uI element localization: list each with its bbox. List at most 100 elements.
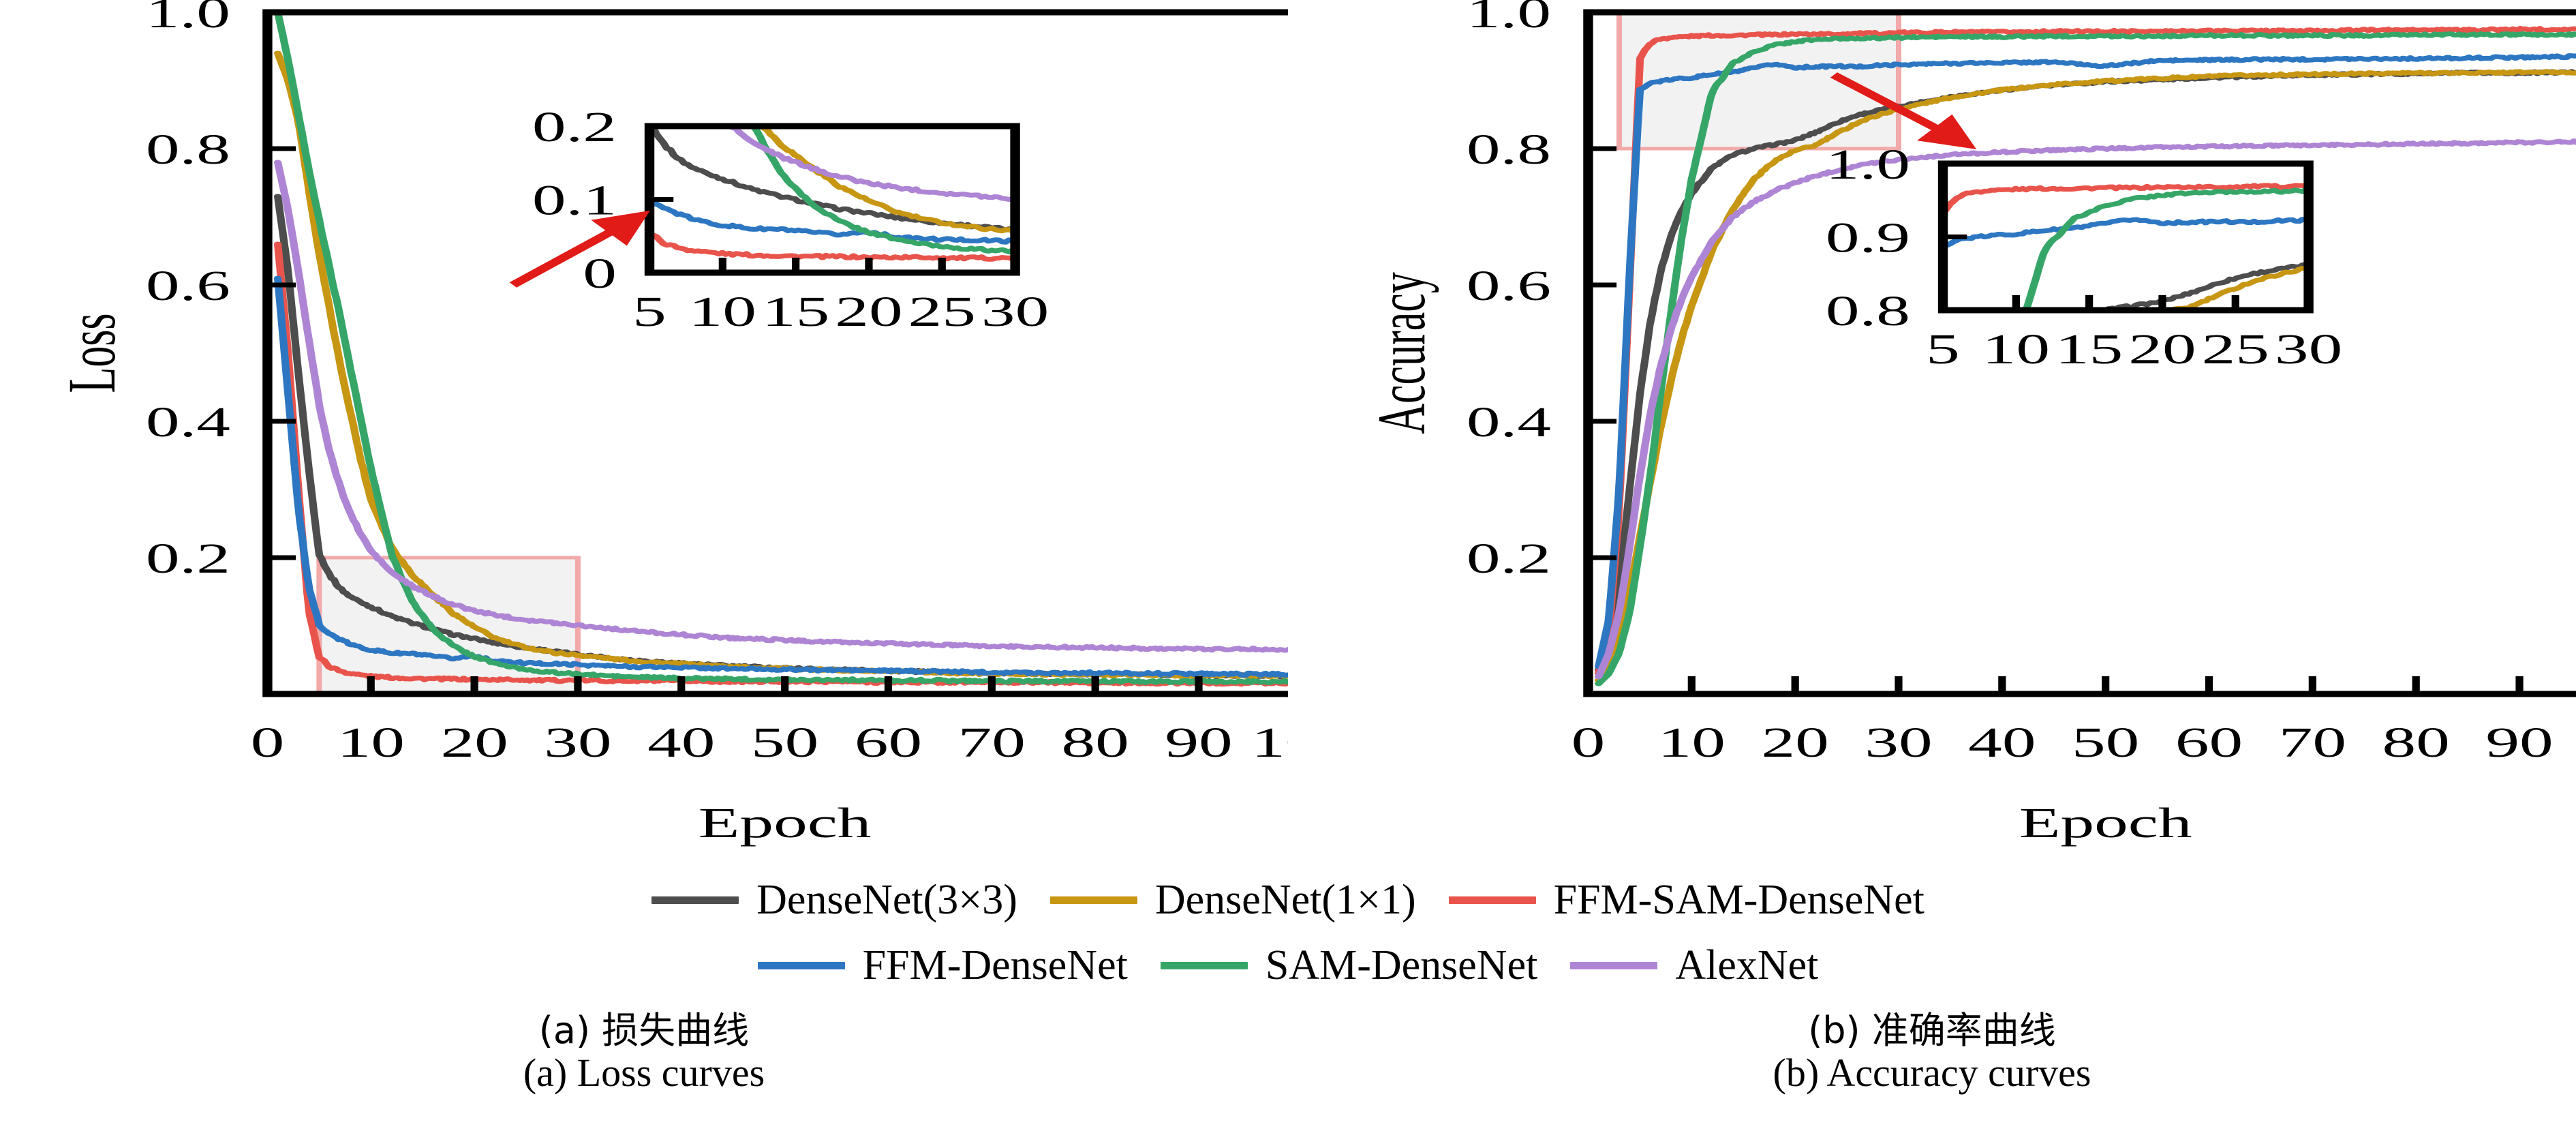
inset-x-tick-label: 20 <box>2128 326 2196 373</box>
legend-row-1: DenseNet(3×3) DenseNet(1×1) FFM-SAM-DenseN… <box>0 867 2576 933</box>
inset-curves <box>1943 182 2309 310</box>
inset-axes-frame <box>1937 160 2314 314</box>
inset-y-tick-label: 1.0 <box>1826 141 1910 188</box>
y-axis-title: Accuracy <box>1364 272 1439 434</box>
inset-x-tick-label: 5 <box>632 288 666 335</box>
inset-series-line-alexnet <box>726 126 1015 202</box>
panel-loss-curves: 01020304050607080901000.20.40.60.81.0Epo… <box>0 0 1288 866</box>
caption-accuracy-en: (b) Accuracy curves <box>1773 1051 2091 1096</box>
x-tick-label: 90 <box>2485 719 2553 766</box>
zoom-callout-arrow <box>1830 72 1977 149</box>
inset-y-tick-label: 0.2 <box>532 104 617 151</box>
x-tick-label: 10 <box>1658 719 1726 766</box>
main-curves <box>1595 26 2576 686</box>
legend-item-densenet-3x3[interactable]: DenseNet(3×3) <box>651 879 1017 921</box>
legend: DenseNet(3×3) DenseNet(1×1) FFM-SAM-DenseN… <box>0 867 2576 1003</box>
main-curves <box>273 12 1288 687</box>
legend-swatch-densenet-1x1 <box>1049 896 1137 904</box>
caption-loss-en: (a) Loss curves <box>523 1051 765 1096</box>
legend-label-densenet-1x1: DenseNet(1×1) <box>1154 877 1416 923</box>
y-tick-label: 0.2 <box>146 535 230 582</box>
inset-series-line-ffm-densenet <box>1943 217 2309 297</box>
x-tick-label: 60 <box>855 719 922 766</box>
x-tick-label: 0 <box>1571 719 1606 766</box>
inset-series-line-ffm-sam-densenet <box>649 220 1015 262</box>
inset-series-line-sam-densenet <box>2022 187 2309 310</box>
panel-accuracy-curves: 0 10 20 30 40 50 60 70 80 90 100 0.2 0.4 0.6 0.8 1.0 Epo… <box>1288 0 2576 866</box>
inset-series-line-sam-densenet <box>749 126 1015 255</box>
y-tick-label: 0.8 <box>1467 126 1551 173</box>
x-tick-label: 90 <box>1165 719 1232 766</box>
x-tick-label: 40 <box>1968 719 2036 766</box>
caption-accuracy: (b) 准确率曲线 (b) Accuracy curves <box>1288 1010 2576 1096</box>
inset-series-line-ffm-sam-densenet <box>1943 182 2309 277</box>
zoom-callout-arrow <box>509 210 650 288</box>
inset-x-tick-label: 30 <box>981 288 1049 335</box>
series-line-alexnet <box>273 160 1288 653</box>
legend-label-sam-densenet: SAM-DenseNet <box>1265 942 1538 988</box>
inset-x-tick-label: 15 <box>762 288 829 335</box>
legend-swatch-ffm-sam-densenet <box>1448 896 1536 904</box>
x-tick-label: 50 <box>2072 719 2139 766</box>
inset-axis-ticks: 5 10 15 20 25 30 0.8 0.9 1.0 <box>1826 141 2342 373</box>
x-tick-label: 80 <box>2382 719 2450 766</box>
caption-accuracy-cn: (b) 准确率曲线 <box>1808 1009 2056 1052</box>
inset-series-line-densenet-1-1 <box>2160 265 2309 310</box>
y-tick-label: 0.8 <box>146 126 230 173</box>
series-line-sam-densenet <box>1595 31 2576 686</box>
x-tick-label: 60 <box>2175 719 2243 766</box>
inset-series-line-densenet-1-1 <box>756 126 1015 234</box>
legend-swatch-alexnet <box>1570 961 1658 969</box>
legend-label-ffm-densenet: FFM-DenseNet <box>862 942 1128 988</box>
caption-loss: (a) 损失曲线 (a) Loss curves <box>0 1010 1288 1096</box>
x-tick-label: 10 <box>337 719 405 766</box>
inset-series-line-densenet-3-3 <box>2094 262 2309 310</box>
series-line-ffm-densenet <box>1595 53 2576 669</box>
legend-item-densenet-1x1[interactable]: DenseNet(1×1) <box>1049 877 1416 923</box>
y-tick-label: 0.4 <box>1467 399 1551 446</box>
captions: (a) 损失曲线 (a) Loss curves (b) 准确率曲线 (b) A… <box>0 1010 2576 1133</box>
x-tick-label: 50 <box>751 719 818 766</box>
x-tick-label: 30 <box>1865 719 1932 766</box>
inset-x-tick-label: 20 <box>835 288 902 335</box>
inset-x-tick-label: 25 <box>908 288 976 335</box>
main-axis-ticks: 01020304050607080901000.20.40.60.81.0 <box>146 0 1288 766</box>
legend-item-ffm-densenet[interactable]: FFM-DenseNet <box>757 942 1128 988</box>
accuracy-chart-svg: 0 10 20 30 40 50 60 70 80 90 100 0.2 0.4 0.6 0.8 1.0 Epo… <box>1364 0 2576 846</box>
legend-item-ffm-sam-densenet[interactable]: FFM-SAM-DenseNet <box>1448 879 1925 921</box>
legend-row-2: FFM-DenseNet SAM-DenseNet AlexNet <box>0 933 2576 998</box>
x-tick-label: 100 <box>2572 719 2576 766</box>
series-line-alexnet <box>1595 138 2576 680</box>
y-tick-label: 0.4 <box>146 399 230 446</box>
inset-y-tick-label: 0.8 <box>1826 288 1910 335</box>
inset-y-tick-label: 0.9 <box>1826 214 1910 261</box>
x-tick-label: 20 <box>440 719 508 766</box>
inset-y-tick-label: 0.1 <box>532 177 617 224</box>
y-tick-label: 0.6 <box>146 262 230 309</box>
x-tick-label: 0 <box>251 719 285 766</box>
y-tick-label: 1.0 <box>1467 0 1551 36</box>
legend-item-alexnet[interactable]: AlexNet <box>1570 944 1818 986</box>
legend-label-alexnet: AlexNet <box>1675 942 1819 988</box>
x-tick-label: 20 <box>1762 719 1829 766</box>
legend-label-densenet-3x3: DenseNet(3×3) <box>756 877 1017 923</box>
legend-item-sam-densenet[interactable]: SAM-DenseNet <box>1160 942 1538 988</box>
y-tick-label: 0.6 <box>1467 262 1551 309</box>
inset-series-line-ffm-densenet <box>649 186 1015 245</box>
main-axis-ticks: 01020304050607080901000.20.40.60.81.0 <box>1467 0 2576 766</box>
legend-swatch-sam-densenet <box>1160 961 1248 969</box>
series-line-sam-densenet <box>273 12 1288 686</box>
legend-swatch-densenet-3x3 <box>651 896 739 904</box>
loss-chart-svg: 01020304050607080901000.20.40.60.81.0Epo… <box>54 0 1288 846</box>
series-line-ffm-sam-densenet <box>1595 26 2576 676</box>
inset-x-tick-label: 10 <box>689 288 756 335</box>
inset-curves <box>649 126 1015 262</box>
x-tick-label: 40 <box>647 719 715 766</box>
inset-x-tick-label: 25 <box>2202 326 2269 373</box>
series-line-ffm-densenet <box>273 275 1288 678</box>
inset-x-tick-label: 30 <box>2275 326 2342 373</box>
series-line-densenet-1-1 <box>1595 69 2576 683</box>
inset-x-tick-label: 15 <box>2055 326 2123 373</box>
x-tick-label: 70 <box>958 719 1026 766</box>
